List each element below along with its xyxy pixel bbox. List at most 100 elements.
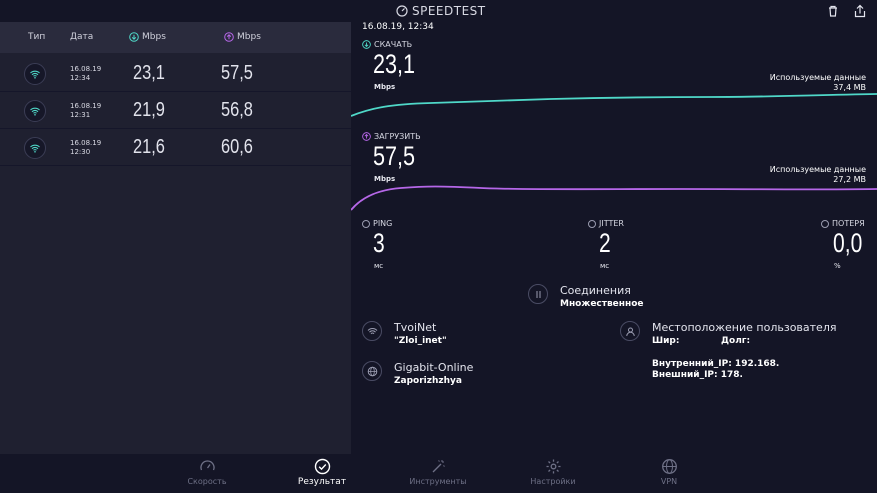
download-unit: Mbps	[374, 83, 396, 91]
upload-label-text: ЗАГРУЗИТЬ	[374, 132, 421, 141]
nav-vpn-label: VPN	[660, 477, 678, 486]
nav-speed-label: Скорость	[187, 477, 227, 486]
ping-label-text: PING	[373, 219, 393, 228]
user-icon	[620, 321, 640, 341]
jitter-icon	[588, 219, 596, 228]
download-used-label: Используемые данные	[769, 73, 866, 82]
nav-speed[interactable]: Скорость	[162, 458, 252, 486]
app-title-text: SPEEDTEST	[412, 4, 486, 18]
history-header: Тип Дата Mbps Mbps	[0, 22, 351, 53]
trash-icon[interactable]	[826, 4, 840, 18]
upload-icon	[224, 32, 234, 42]
nav-tools-label: Инструменты	[409, 477, 467, 486]
jitter-unit: мс	[600, 262, 610, 270]
wifi-icon	[24, 63, 46, 85]
results-history: Тип Дата Mbps Mbps 16.08.19 12:34 23,1 57…	[0, 22, 351, 454]
ping-value: 3	[373, 228, 385, 258]
upload-value: 57,5	[373, 141, 416, 171]
ping-icon	[362, 219, 370, 228]
wifi-icon	[24, 137, 46, 159]
row-date-time: 12:30	[70, 148, 91, 156]
jitter-label-text: JITTER	[599, 219, 624, 228]
row-date-time: 12:31	[70, 111, 91, 119]
external-ip: Внешний_IP: 178.	[652, 370, 743, 380]
speedometer-icon	[199, 460, 215, 471]
download-icon	[362, 40, 371, 49]
row-date: 16.08.19 12:34	[70, 65, 101, 83]
loss-value: 0,0	[833, 228, 863, 258]
wifi-icon	[362, 321, 382, 341]
column-upload-label: Mbps	[237, 32, 261, 42]
column-upload[interactable]: Mbps	[224, 32, 261, 42]
top-bar: SPEEDTEST	[0, 0, 877, 22]
app-title: SPEEDTEST	[396, 4, 486, 18]
nav-results-label: Результат	[297, 477, 347, 487]
loss-unit: %	[834, 262, 841, 270]
row-date-day: 16.08.19	[70, 102, 102, 110]
row-date-day: 16.08.19	[70, 139, 102, 147]
upload-used-value: 27,2 MB	[833, 175, 866, 184]
download-value: 23,1	[373, 49, 416, 79]
nav-settings-label: Настройки	[530, 477, 576, 486]
connections-value: Множественное	[560, 299, 644, 309]
jitter-label: JITTER	[588, 219, 624, 228]
loss-icon	[821, 219, 829, 228]
row-date: 16.08.19 12:30	[70, 139, 101, 157]
globe-icon	[362, 361, 382, 381]
column-download-label: Mbps	[142, 32, 166, 42]
provider-value: "Zloi_inet"	[394, 336, 447, 346]
row-date: 16.08.19 12:31	[70, 102, 101, 120]
row-download: 21,9	[133, 99, 165, 121]
location-lat: Шир:	[652, 336, 680, 346]
wifi-icon	[24, 100, 46, 122]
gear-icon	[546, 459, 560, 474]
internal-ip: Внутренний_IP: 192.168.	[652, 359, 780, 369]
row-download: 21,6	[133, 136, 165, 158]
row-upload: 57,5	[221, 62, 253, 84]
row-upload: 56,8	[221, 99, 253, 121]
upload-graph	[351, 185, 877, 211]
upload-icon	[362, 132, 371, 141]
share-icon[interactable]	[853, 4, 867, 18]
server-title: Gigabit-Online	[394, 361, 474, 374]
download-label: СКАЧАТЬ	[362, 40, 412, 49]
magic-wand-icon	[432, 460, 445, 473]
nav-tools[interactable]: Инструменты	[393, 458, 483, 486]
server-value: Zaporizhzhya	[394, 376, 462, 386]
location-lon: Долг:	[721, 336, 751, 346]
history-row[interactable]: 16.08.19 12:30 21,6 60,6	[0, 130, 351, 166]
bottom-nav: Скорость Результат Инструменты Настройки…	[0, 454, 877, 493]
upload-unit: Mbps	[374, 175, 396, 183]
upload-used-label: Используемые данные	[769, 165, 866, 174]
history-row[interactable]: 16.08.19 12:31 21,9 56,8	[0, 93, 351, 129]
download-graph	[351, 93, 877, 117]
row-date-day: 16.08.19	[70, 65, 102, 73]
row-date-time: 12:34	[70, 74, 91, 82]
provider-title: TvoiNet	[394, 321, 437, 334]
result-timestamp: 16.08.19, 12:34	[362, 22, 434, 32]
globe-icon	[661, 459, 677, 474]
nav-settings[interactable]: Настройки	[508, 458, 598, 486]
download-used-value: 37,4 MB	[833, 83, 866, 92]
upload-label: ЗАГРУЗИТЬ	[362, 132, 421, 141]
jitter-value: 2	[599, 228, 611, 258]
connections-icon	[528, 284, 548, 304]
row-upload: 60,6	[221, 136, 253, 158]
download-used-data: Используемые данные 37,4 MB	[770, 73, 866, 93]
download-icon	[129, 32, 139, 42]
loss-label: ПОТЕРЯ	[821, 219, 865, 228]
column-type[interactable]: Тип	[28, 32, 46, 42]
nav-vpn[interactable]: VPN	[624, 458, 714, 486]
column-date[interactable]: Дата	[70, 32, 94, 42]
row-download: 23,1	[133, 62, 165, 84]
ping-unit: мс	[374, 262, 384, 270]
ping-label: PING	[362, 219, 392, 228]
history-row[interactable]: 16.08.19 12:34 23,1 57,5	[0, 56, 351, 92]
connections-title: Соединения	[560, 284, 631, 297]
upload-used-data: Используемые данные 27,2 MB	[770, 165, 866, 185]
speedometer-icon	[396, 5, 408, 17]
column-download[interactable]: Mbps	[129, 32, 166, 42]
nav-results[interactable]: Результат	[277, 458, 367, 487]
download-label-text: СКАЧАТЬ	[374, 40, 413, 49]
loss-label-text: ПОТЕРЯ	[832, 219, 865, 228]
